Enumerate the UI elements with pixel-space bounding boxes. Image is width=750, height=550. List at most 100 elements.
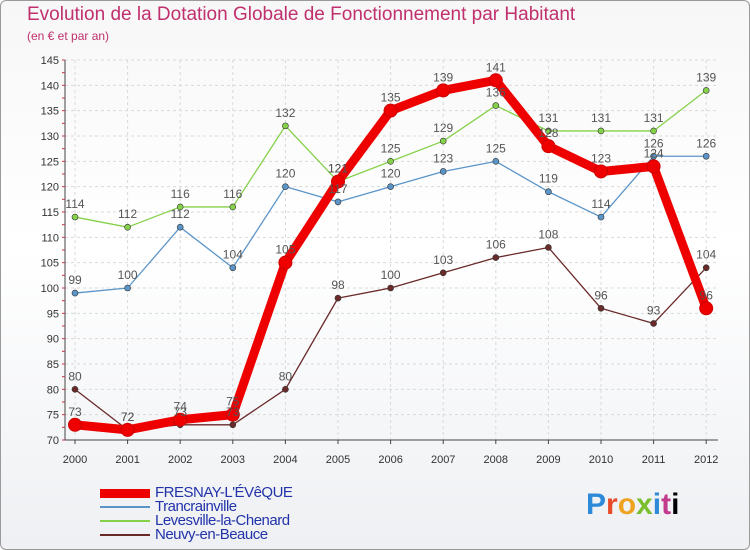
y-tick-label: 90 [47, 334, 59, 346]
data-point [597, 127, 605, 135]
x-tick-label: 2005 [326, 454, 350, 466]
data-point [387, 284, 394, 292]
chart-subtitle: (en € et par an) [27, 29, 110, 43]
data-label: 128 [538, 126, 558, 140]
x-tick-label: 2007 [431, 454, 455, 466]
data-point [439, 137, 447, 145]
data-label: 103 [433, 253, 453, 267]
data-label: 100 [381, 268, 401, 282]
data-label: 131 [591, 111, 611, 125]
chart-title: Evolution de la Dotation Globale de Fonc… [27, 4, 576, 25]
data-label: 117 [328, 182, 347, 196]
data-point [176, 203, 184, 211]
data-point [492, 158, 500, 165]
y-tick-label: 85 [47, 359, 59, 371]
data-label: 132 [275, 106, 295, 120]
data-point [492, 102, 500, 109]
data-point [594, 164, 608, 179]
data-point [439, 168, 447, 175]
y-tick-label: 140 [41, 80, 59, 92]
x-tick-label: 2012 [694, 454, 718, 466]
data-point [71, 289, 79, 297]
y-tick-label: 110 [41, 232, 59, 244]
data-label: 141 [486, 60, 506, 74]
data-label: 80 [68, 369, 82, 383]
data-label: 108 [538, 227, 558, 241]
x-tick-label: 2001 [115, 454, 139, 466]
data-point [650, 152, 657, 160]
data-label: 112 [118, 207, 137, 221]
data-label: 73 [68, 405, 82, 419]
data-point [334, 198, 342, 206]
x-tick-label: 2002 [168, 454, 192, 466]
data-label: 116 [223, 187, 242, 201]
data-point [124, 223, 131, 231]
data-label: 121 [328, 162, 348, 176]
x-tick-label: 2010 [589, 454, 613, 466]
data-label: 104 [696, 248, 716, 262]
data-point [597, 304, 605, 312]
legend-label: FRESNAY-L'ÉVêQUE [155, 484, 293, 501]
data-point [545, 244, 552, 251]
x-tick-label: 2004 [273, 454, 297, 466]
data-point [387, 183, 394, 190]
data-label: 106 [486, 238, 506, 252]
data-label: 121 [328, 162, 348, 176]
data-label: 139 [696, 70, 716, 84]
x-tick-label: 2009 [536, 454, 560, 466]
data-point [541, 139, 556, 154]
data-point [387, 158, 394, 165]
data-label: 114 [65, 197, 84, 211]
data-label: 73 [174, 405, 188, 419]
data-point [282, 183, 289, 190]
legend-item: FRESNAY-L'ÉVêQUE [100, 484, 360, 501]
data-point [229, 421, 237, 429]
data-point [699, 301, 714, 316]
y-tick-label: 70 [47, 435, 59, 447]
data-point [229, 264, 237, 272]
data-label: 131 [644, 111, 664, 125]
data-label: 80 [279, 369, 293, 383]
legend-swatch [100, 520, 150, 522]
data-point [646, 159, 661, 174]
data-point [545, 188, 552, 196]
data-label: 125 [381, 141, 401, 155]
data-label: 120 [381, 167, 401, 181]
data-label: 96 [700, 288, 714, 302]
data-label: 114 [591, 197, 610, 211]
legend-item: Trancrainville [100, 498, 360, 515]
legend-label: Trancrainville [155, 498, 237, 515]
data-point [650, 320, 657, 327]
data-label: 135 [381, 91, 401, 105]
data-point [229, 203, 237, 211]
y-tick-label: 130 [41, 131, 59, 143]
y-tick-label: 145 [41, 55, 59, 67]
data-point [334, 294, 342, 302]
data-label: 96 [594, 288, 608, 302]
legend-item: Levesville-la-Chenard [100, 512, 360, 529]
y-tick-label: 80 [47, 384, 59, 396]
data-label: 74 [174, 400, 188, 414]
y-tick-label: 95 [47, 308, 59, 320]
legend-swatch [100, 489, 150, 498]
data-point [225, 407, 240, 422]
y-tick-label: 120 [41, 182, 59, 194]
data-point [331, 174, 345, 189]
data-point [282, 386, 289, 393]
legend-swatch [100, 534, 150, 536]
y-tick-label: 75 [47, 410, 59, 422]
y-tick-label: 105 [41, 258, 59, 270]
x-tick-label: 2000 [63, 454, 87, 466]
x-tick-label: 2006 [378, 454, 402, 466]
data-point [173, 412, 188, 427]
data-label: 75 [226, 395, 240, 409]
data-label: 123 [433, 151, 453, 165]
data-label: 126 [696, 136, 716, 150]
legend-label: Neuvy-en-Beauce [155, 526, 268, 543]
y-tick-label: 125 [41, 156, 59, 168]
data-label: 73 [226, 405, 240, 419]
data-point [120, 422, 135, 437]
x-tick-label: 2008 [484, 454, 508, 466]
